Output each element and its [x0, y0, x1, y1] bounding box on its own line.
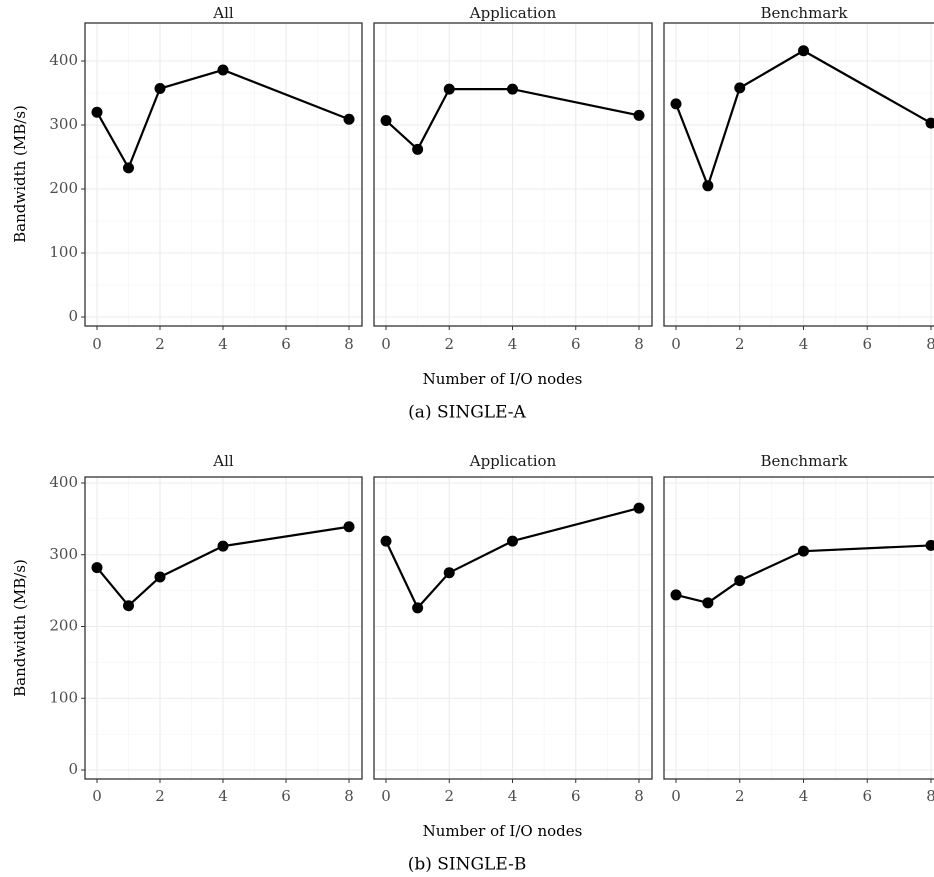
x-tick-label: 4 [508, 335, 518, 353]
x-tick-label: 4 [218, 787, 228, 805]
data-point [217, 540, 229, 552]
facet-panel-1: Application 0 2 4 6 8 [373, 452, 653, 805]
facet-title: Application [469, 452, 557, 470]
x-tick-label: 8 [926, 335, 934, 353]
x-tick-label: 0 [671, 335, 681, 353]
facet-title: Application [469, 4, 557, 22]
x-tick-label: 2 [444, 335, 454, 353]
x-tick-label: 2 [735, 335, 745, 353]
data-point [925, 117, 934, 129]
data-point [380, 115, 392, 127]
x-tick-label: 0 [92, 787, 102, 805]
facet-title: Benchmark [760, 4, 848, 22]
data-point [633, 109, 645, 121]
y-tick-label: 200 [49, 179, 78, 197]
y-tick-label: 400 [49, 51, 78, 69]
figure-caption: (b) SINGLE-B [408, 855, 527, 875]
data-point [343, 521, 355, 533]
data-point [412, 602, 424, 614]
x-tick-label: 2 [155, 787, 165, 805]
x-tick-label: 6 [571, 787, 581, 805]
x-tick-label: 8 [634, 787, 644, 805]
facet-panel-2: Benchmark 0 2 4 6 8 [663, 4, 934, 353]
y-axis-title: Bandwidth (MB/s) [11, 105, 29, 243]
x-tick-label: 4 [799, 787, 809, 805]
y-tick-label: 300 [49, 115, 78, 133]
data-point [507, 535, 518, 547]
y-tick-label: 100 [49, 243, 78, 261]
data-point [734, 82, 746, 94]
x-tick-label: 0 [381, 335, 391, 353]
data-point [443, 567, 455, 579]
data-point [670, 589, 682, 601]
data-point [734, 575, 746, 587]
x-tick-label: 6 [862, 787, 872, 805]
x-tick-label: 4 [218, 335, 228, 353]
x-tick-label: 8 [344, 335, 354, 353]
figure-caption: (a) SINGLE-A [408, 403, 526, 423]
data-point [123, 162, 134, 174]
x-tick-label: 0 [92, 335, 102, 353]
data-point [412, 143, 424, 155]
y-tick-label: 0 [68, 307, 78, 325]
x-tick-label: 6 [281, 335, 291, 353]
data-point [925, 539, 934, 551]
y-tick-label: 400 [49, 473, 78, 491]
y-tick-label: 300 [49, 545, 78, 563]
x-tick-label: 6 [862, 335, 872, 353]
data-point [633, 502, 645, 514]
x-tick-label: 8 [344, 787, 354, 805]
data-point [380, 535, 392, 547]
facet-panel-0: All 0 2 4 6 8 0 100 200 300 400 [49, 4, 363, 353]
x-axis-title: Number of I/O nodes [423, 822, 583, 840]
data-point [443, 83, 455, 95]
data-point [91, 562, 103, 574]
data-point [507, 83, 518, 95]
data-point [702, 180, 714, 192]
y-tick-label: 200 [49, 617, 78, 635]
data-point [217, 64, 229, 76]
panel-border [663, 476, 934, 780]
x-axis-title: Number of I/O nodes [423, 370, 583, 388]
x-tick-label: 2 [735, 787, 745, 805]
x-tick-label: 2 [155, 335, 165, 353]
x-tick-label: 8 [926, 787, 934, 805]
x-tick-label: 0 [381, 787, 391, 805]
data-point [154, 83, 166, 95]
facet-title: All [212, 452, 234, 470]
y-axis-title: Bandwidth (MB/s) [11, 559, 29, 697]
data-point [154, 571, 166, 583]
facet-title: All [212, 4, 234, 22]
facet-panel-1: Application 0 2 4 6 8 [373, 4, 653, 353]
data-point [798, 45, 809, 57]
x-tick-label: 0 [671, 787, 681, 805]
x-tick-label: 8 [634, 335, 644, 353]
x-tick-label: 4 [508, 787, 518, 805]
x-tick-label: 6 [571, 335, 581, 353]
y-tick-label: 100 [49, 688, 78, 706]
data-point [343, 113, 355, 125]
facet-title: Benchmark [760, 452, 848, 470]
y-tick-label: 0 [68, 760, 78, 778]
x-tick-label: 2 [444, 787, 454, 805]
facet-panel-0: All 0 2 4 6 8 0 100 200 300 400 [49, 452, 363, 805]
data-point [670, 98, 682, 110]
data-point [702, 597, 714, 609]
data-point [798, 545, 809, 557]
x-tick-label: 6 [281, 787, 291, 805]
data-point [123, 600, 134, 612]
x-tick-label: 4 [799, 335, 809, 353]
data-point [91, 106, 103, 118]
facet-panel-2: Benchmark 0 2 4 6 8 [663, 452, 934, 805]
